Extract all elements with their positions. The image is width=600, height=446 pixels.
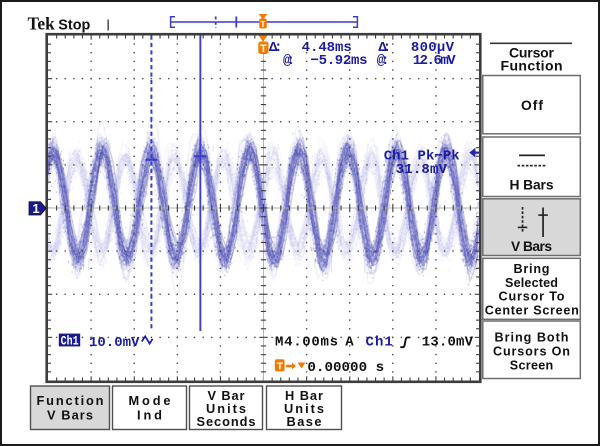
svg-text:Ch1: Ch1: [61, 333, 79, 348]
svg-text:T: T: [260, 19, 266, 29]
svg-text:Tek: Tek: [28, 14, 55, 34]
svg-text:Δ:: Δ:: [269, 40, 283, 56]
svg-text:12.6mV: 12.6mV: [413, 53, 457, 69]
svg-text:T: T: [277, 361, 284, 373]
svg-text:Bring Both: Bring Both: [495, 331, 569, 345]
svg-text:Cursors On: Cursors On: [493, 345, 570, 359]
svg-text:31.8mV: 31.8mV: [396, 162, 448, 178]
svg-text:@:: @:: [283, 53, 295, 69]
svg-text:Ind: Ind: [137, 408, 162, 423]
svg-text:13.0mV: 13.0mV: [422, 334, 474, 350]
svg-text:Ch1 Pk−Pk: Ch1 Pk−Pk: [384, 149, 460, 165]
svg-text:Selected: Selected: [505, 276, 558, 290]
svg-text:Cursor To: Cursor To: [499, 290, 565, 304]
svg-text:V Bar: V Bar: [208, 388, 245, 403]
svg-text:Ch1: Ch1: [366, 334, 393, 350]
svg-text:Screen: Screen: [510, 359, 554, 373]
svg-text:800µV: 800µV: [411, 40, 455, 56]
svg-text:Function: Function: [37, 393, 104, 408]
svg-text:Base: Base: [287, 414, 322, 429]
svg-text:H Bars: H Bars: [510, 178, 554, 193]
svg-text:Stop: Stop: [58, 17, 90, 34]
svg-text:Cursor: Cursor: [509, 44, 555, 60]
svg-text:A: A: [345, 334, 354, 350]
svg-text:Seconds: Seconds: [197, 414, 256, 429]
svg-text:Center Screen: Center Screen: [485, 304, 579, 318]
svg-text:1: 1: [32, 201, 39, 216]
svg-text:Δ:: Δ:: [378, 40, 391, 56]
svg-text:V Bars: V Bars: [511, 239, 552, 254]
svg-text:−5.92ms: −5.92ms: [311, 53, 368, 69]
svg-text:H Bar: H Bar: [285, 388, 323, 403]
svg-text:T: T: [260, 43, 267, 55]
svg-text:M4.00ms: M4.00ms: [275, 334, 338, 350]
svg-text:10.0mV: 10.0mV: [89, 335, 140, 351]
svg-text:V Bars: V Bars: [47, 408, 93, 423]
svg-text:4.48ms: 4.48ms: [302, 40, 352, 56]
svg-text:Off: Off: [521, 98, 543, 113]
svg-text:Bring: Bring: [514, 262, 550, 276]
svg-text:Mode: Mode: [129, 393, 171, 408]
svg-text:@:: @:: [377, 53, 390, 69]
svg-text:0.00000 s: 0.00000 s: [307, 360, 384, 376]
svg-text:Function: Function: [501, 57, 563, 73]
